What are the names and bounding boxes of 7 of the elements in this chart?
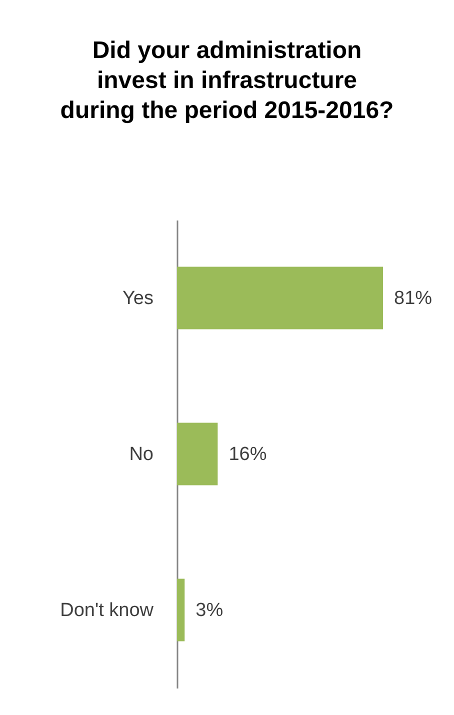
data-label: 3%: [196, 600, 224, 621]
data-label: 81%: [394, 288, 432, 309]
chart-title: Did your administration invest in infrastructure during the period 2015-2016?: [60, 36, 394, 126]
y-tick-label: Yes: [122, 288, 154, 309]
y-tick-label: Don't know: [60, 600, 154, 621]
y-tick-label: No: [129, 444, 154, 465]
data-label: 16%: [228, 444, 267, 465]
